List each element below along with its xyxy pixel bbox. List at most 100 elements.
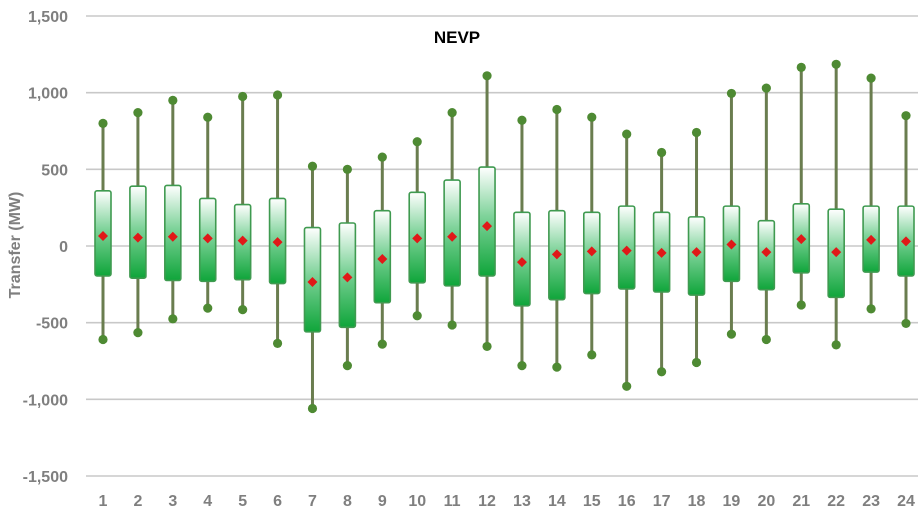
mean-marker — [447, 231, 458, 242]
y-tick-label: -500 — [36, 316, 68, 333]
box-group — [443, 108, 461, 330]
max-marker — [831, 59, 841, 69]
mean-marker — [516, 257, 527, 268]
min-marker — [307, 403, 318, 414]
box-group — [617, 129, 636, 391]
x-tick-label: 22 — [827, 493, 845, 510]
max-marker — [133, 108, 143, 118]
x-tick-label: 6 — [273, 493, 282, 510]
mean-marker — [691, 247, 702, 258]
max-marker — [587, 112, 597, 122]
box-group — [548, 104, 566, 372]
x-tick-label: 19 — [723, 493, 741, 510]
mean-marker — [551, 249, 562, 260]
mean-marker — [726, 239, 737, 250]
x-tick-label: 2 — [133, 493, 142, 510]
min-marker — [482, 341, 492, 352]
box-group — [129, 108, 147, 338]
x-tick-label: 17 — [653, 493, 671, 510]
mean-marker — [621, 245, 632, 256]
x-tick-label: 14 — [548, 493, 566, 510]
x-tick-label: 10 — [408, 493, 426, 510]
box-group — [687, 127, 706, 368]
x-tick-label: 12 — [478, 493, 496, 510]
min-marker — [587, 350, 597, 360]
x-tick-label: 20 — [757, 493, 775, 510]
y-tick-label: -1,000 — [23, 392, 68, 409]
max-marker — [866, 73, 876, 83]
box-group — [373, 152, 392, 349]
x-tick-label: 16 — [618, 493, 636, 510]
mean-marker — [866, 234, 877, 245]
box-group — [164, 95, 182, 324]
max-marker — [552, 104, 562, 115]
mean-marker — [656, 247, 667, 258]
min-marker — [657, 367, 667, 377]
max-marker — [761, 83, 771, 93]
min-marker — [691, 357, 702, 368]
max-marker — [796, 62, 806, 72]
mean-marker — [831, 247, 842, 258]
x-tick-label: 24 — [897, 493, 915, 510]
mean-marker — [202, 233, 213, 244]
min-marker — [796, 300, 806, 310]
box-group — [757, 83, 776, 345]
x-tick-label: 23 — [862, 493, 880, 510]
min-marker — [726, 329, 737, 339]
mean-marker — [901, 236, 911, 247]
min-marker — [203, 303, 213, 313]
max-marker — [622, 129, 632, 139]
mean-marker — [796, 234, 807, 245]
max-marker — [377, 152, 387, 162]
mean-marker — [237, 235, 248, 246]
min-marker — [622, 381, 632, 391]
min-marker — [447, 320, 457, 330]
max-marker — [342, 164, 352, 174]
box-group — [722, 88, 741, 339]
min-marker — [168, 314, 178, 324]
chart-title: NEVP — [434, 28, 480, 47]
y-tick-label: -1,500 — [23, 469, 68, 486]
mean-marker — [167, 231, 178, 242]
x-tick-label: 13 — [513, 493, 531, 510]
box-group — [513, 115, 531, 371]
min-marker — [866, 304, 876, 314]
max-marker — [447, 108, 457, 118]
mean-marker — [98, 231, 108, 242]
min-marker — [901, 318, 911, 329]
min-marker — [238, 305, 248, 315]
max-marker — [412, 137, 422, 147]
mean-marker — [586, 246, 597, 257]
max-marker — [168, 95, 178, 105]
mean-marker — [761, 247, 772, 258]
x-tick-label: 3 — [168, 493, 177, 510]
box-group — [303, 161, 322, 414]
mean-marker — [482, 221, 493, 232]
box-group — [827, 59, 845, 350]
box-group — [94, 118, 112, 345]
x-tick-label: 1 — [99, 493, 108, 510]
y-tick-label: 500 — [41, 162, 68, 179]
min-marker — [98, 334, 108, 345]
mean-marker — [132, 232, 143, 243]
box-group — [268, 90, 287, 348]
max-marker — [482, 71, 492, 81]
box-group — [652, 147, 671, 377]
min-marker — [412, 311, 422, 321]
box-group — [582, 112, 601, 360]
mean-marker — [307, 277, 318, 288]
x-tick-label: 7 — [308, 493, 317, 510]
mean-marker — [272, 237, 283, 248]
mean-marker — [377, 254, 388, 265]
x-tick-label: 8 — [343, 493, 352, 510]
max-marker — [307, 161, 318, 171]
max-marker — [517, 115, 527, 125]
x-tick-label: 9 — [378, 493, 387, 510]
y-tick-label: 0 — [59, 239, 68, 256]
mean-marker — [412, 233, 423, 244]
box-group — [198, 112, 217, 313]
box-group — [862, 73, 880, 314]
box-rect — [129, 185, 147, 279]
